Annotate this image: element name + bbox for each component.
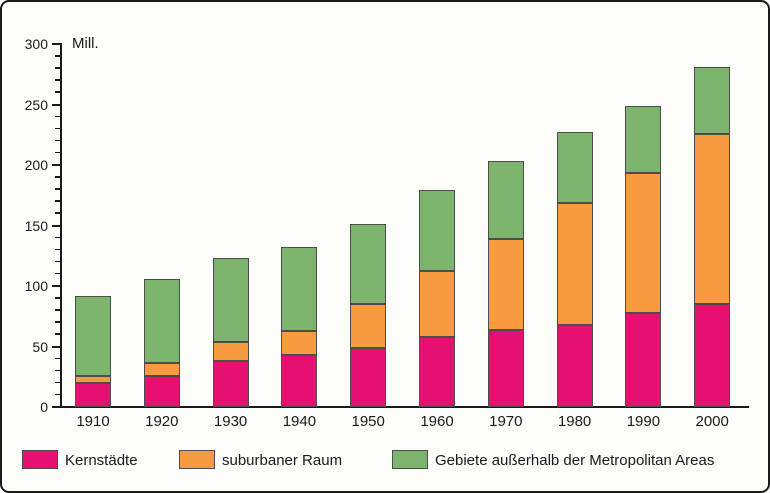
y-major-tick <box>52 224 60 227</box>
y-minor-tick <box>55 333 60 335</box>
y-minor-tick <box>55 91 60 93</box>
y-major-tick <box>52 43 60 45</box>
x-tick-label-1950: 1950 <box>351 413 385 430</box>
bar-segment-1960 <box>419 271 455 337</box>
bar-segment-2000 <box>694 133 731 305</box>
y-minor-tick <box>55 272 60 275</box>
y-minor-tick <box>55 321 60 323</box>
y-minor-tick <box>55 236 60 239</box>
y-minor-tick <box>55 212 60 214</box>
bar-segment-1960 <box>419 336 455 407</box>
y-tick-label: 250 <box>24 96 48 113</box>
bar-segment-1910 <box>75 295 111 376</box>
kernstaedte-swatch-icon <box>22 450 58 469</box>
bar-segment-1920 <box>143 278 180 364</box>
bar-segment-1930 <box>212 341 249 362</box>
x-tick-label-1990: 1990 <box>626 413 661 430</box>
y-axis-unit-label: Mill. <box>72 35 99 52</box>
x-tick-label-1970: 1970 <box>489 413 523 430</box>
bar-segment-1990 <box>625 105 662 174</box>
y-minor-tick <box>55 357 60 360</box>
bar-segment-1930 <box>212 361 249 407</box>
y-minor-tick <box>55 188 60 190</box>
y-minor-tick <box>55 369 60 372</box>
bar-segment-1990 <box>625 173 662 313</box>
y-major-tick <box>52 406 60 408</box>
x-tick-label-1920: 1920 <box>145 413 179 430</box>
y-minor-tick <box>55 176 60 178</box>
bar-segment-1950 <box>350 224 387 305</box>
bar-segment-1940 <box>281 330 318 355</box>
y-tick-label: 100 <box>24 278 48 294</box>
y-minor-tick <box>55 309 60 311</box>
y-minor-tick <box>55 393 60 396</box>
y-minor-tick <box>55 151 60 154</box>
y-minor-tick <box>55 127 60 130</box>
x-tick-label-2000: 2000 <box>695 413 729 430</box>
x-axis-line <box>60 406 749 408</box>
y-major-tick <box>52 285 60 287</box>
y-tick-label: 50 <box>32 338 48 355</box>
bar-segment-1910 <box>75 382 111 407</box>
y-axis-line <box>60 43 62 408</box>
y-minor-tick <box>55 139 60 142</box>
bar-segment-1940 <box>281 354 318 407</box>
bar-segment-1910 <box>75 375 111 383</box>
y-major-tick <box>52 345 60 348</box>
bar-segment-1980 <box>556 324 593 407</box>
y-minor-tick <box>55 381 60 384</box>
y-minor-tick <box>55 248 60 251</box>
y-tick-label: 200 <box>24 157 48 173</box>
bar-segment-1980 <box>556 132 593 203</box>
x-tick-label-1940: 1940 <box>282 413 317 430</box>
y-major-tick <box>52 103 60 106</box>
bar-segment-1980 <box>556 202 593 325</box>
bar-segment-1970 <box>487 329 524 407</box>
gebiete-ausserhalb-swatch-icon <box>392 450 428 469</box>
suburbaner-raum-swatch-icon <box>179 450 215 469</box>
y-minor-tick <box>55 67 60 69</box>
bar-segment-1960 <box>419 190 455 272</box>
y-minor-tick <box>55 200 60 202</box>
bar-segment-1940 <box>281 247 318 331</box>
y-tick-label: 300 <box>24 36 48 52</box>
y-minor-tick <box>55 115 60 118</box>
legend-label-gebiete-ausserhalb: Gebiete außerhalb der Metropolitan Areas <box>435 452 715 469</box>
bar-segment-2000 <box>694 66 731 134</box>
bar-segment-1970 <box>487 161 524 239</box>
bar-segment-1930 <box>212 258 249 342</box>
x-tick-label-1910: 1910 <box>76 413 110 430</box>
bar-segment-1950 <box>350 347 387 407</box>
x-tick-label-1980: 1980 <box>557 413 592 430</box>
y-tick-label: 0 <box>40 399 48 415</box>
y-minor-tick <box>55 79 60 81</box>
bar-segment-1970 <box>487 238 524 330</box>
bar-segment-2000 <box>694 304 731 407</box>
bar-segment-1920 <box>143 375 180 407</box>
legend: Kernstädte suburbaner Raum Gebiete außer… <box>2 448 768 478</box>
bar-segment-1920 <box>143 363 180 376</box>
y-minor-tick <box>55 260 60 263</box>
legend-label-suburbaner-raum: suburbaner Raum <box>222 452 343 469</box>
y-minor-tick <box>55 297 60 299</box>
bar-segment-1990 <box>625 312 662 407</box>
y-minor-tick <box>55 55 60 57</box>
x-tick-label-1960: 1960 <box>420 413 454 430</box>
y-major-tick <box>52 164 60 166</box>
bar-segment-1950 <box>350 304 387 348</box>
x-tick-label-1930: 1930 <box>213 413 248 430</box>
y-tick-label: 150 <box>24 217 48 234</box>
legend-label-kernstaedte: Kernstädte <box>65 452 138 469</box>
